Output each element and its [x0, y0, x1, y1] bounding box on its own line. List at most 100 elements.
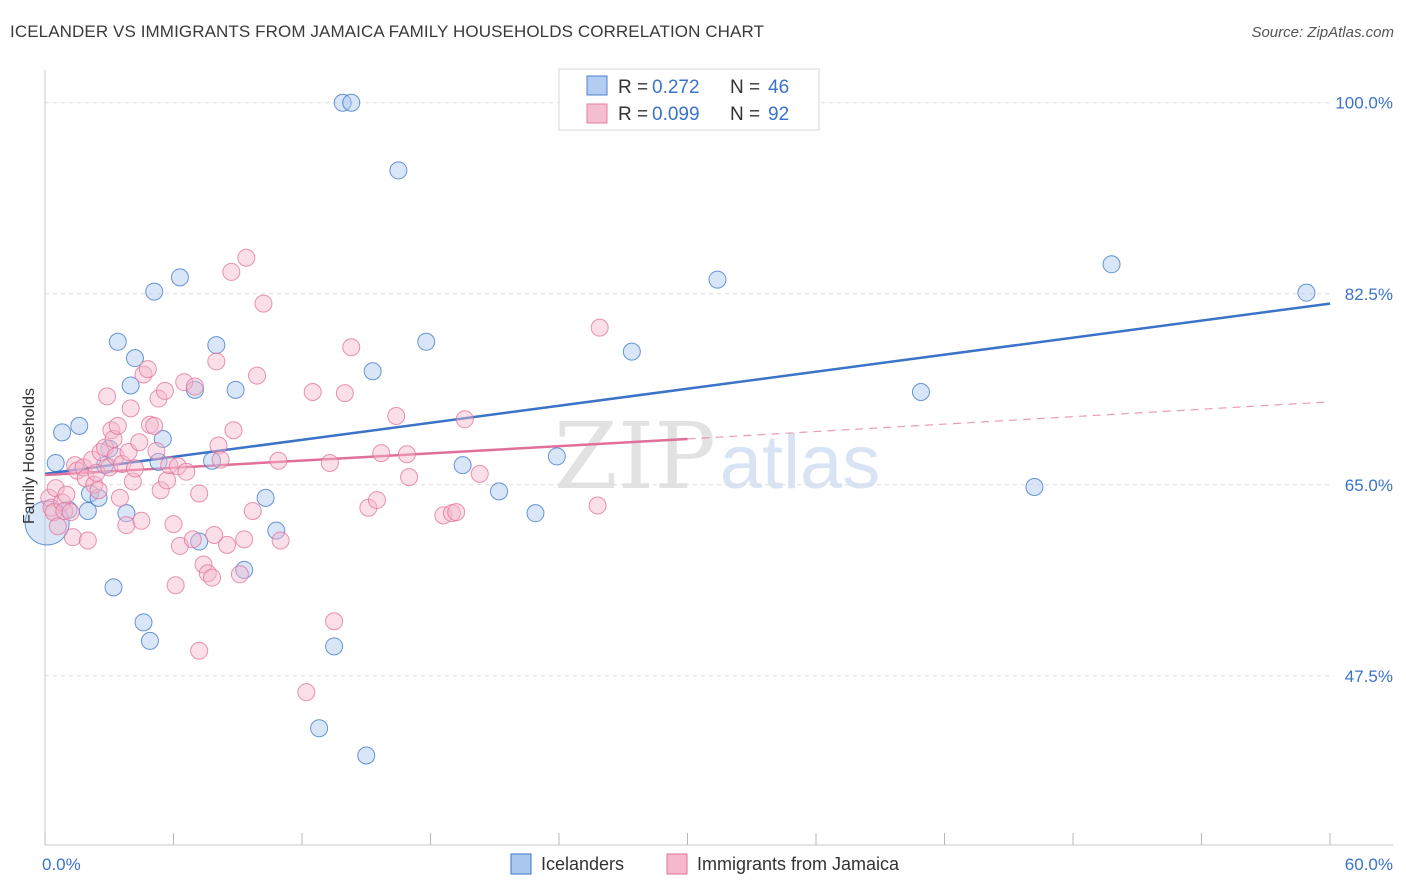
- point-jamaica: [342, 338, 361, 357]
- legend-n-value: 92: [768, 104, 789, 125]
- point-jamaica: [132, 511, 151, 530]
- point-jamaica: [224, 421, 243, 440]
- point-icelanders: [1297, 283, 1316, 302]
- x-tick-label: 0.0%: [42, 855, 81, 874]
- legend-r-label: R =: [618, 104, 648, 125]
- point-jamaica: [325, 612, 344, 631]
- point-jamaica: [61, 503, 80, 522]
- point-jamaica: [190, 641, 209, 660]
- point-jamaica: [297, 683, 316, 702]
- point-jamaica: [248, 366, 267, 385]
- point-jamaica: [230, 565, 249, 584]
- point-icelanders: [342, 93, 361, 112]
- point-jamaica: [397, 445, 416, 464]
- y-tick-label: 65.0%: [1345, 476, 1393, 495]
- point-jamaica: [147, 441, 166, 460]
- point-jamaica: [155, 381, 174, 400]
- legend-swatch-icelanders: [586, 75, 608, 96]
- point-icelanders: [149, 452, 168, 471]
- data-points: [24, 93, 1316, 765]
- point-jamaica: [271, 531, 290, 550]
- point-jamaica: [164, 515, 183, 534]
- point-jamaica: [98, 387, 117, 406]
- point-jamaica: [243, 501, 262, 520]
- point-icelanders: [490, 482, 509, 501]
- legend-r-label: R =: [618, 77, 648, 98]
- point-icelanders: [140, 631, 159, 650]
- point-jamaica: [455, 410, 474, 429]
- point-jamaica: [117, 516, 136, 535]
- point-icelanders: [46, 453, 65, 472]
- point-jamaica: [177, 462, 196, 481]
- series-swatch-icelanders: [510, 853, 532, 875]
- legend-r-value: 0.099: [652, 104, 700, 125]
- point-jamaica: [400, 468, 419, 487]
- point-jamaica: [121, 399, 140, 418]
- point-jamaica: [138, 360, 157, 379]
- point-jamaica: [130, 433, 149, 452]
- point-jamaica: [190, 484, 209, 503]
- watermark: ZIP atlas: [554, 403, 880, 510]
- point-jamaica: [145, 416, 164, 435]
- point-icelanders: [134, 613, 153, 632]
- point-icelanders: [108, 332, 127, 351]
- point-icelanders: [70, 416, 89, 435]
- point-jamaica: [588, 496, 607, 515]
- point-jamaica: [110, 488, 129, 507]
- point-icelanders: [357, 746, 376, 765]
- point-jamaica: [218, 535, 237, 554]
- point-icelanders: [708, 270, 727, 289]
- point-jamaica: [166, 576, 185, 595]
- y-axis-label: Family Households: [21, 388, 38, 524]
- point-icelanders: [170, 268, 189, 287]
- series-label-jamaica: Immigrants from Jamaica: [697, 854, 900, 874]
- point-icelanders: [145, 282, 164, 301]
- trend-line-jamaica-extension: [687, 401, 1331, 440]
- point-jamaica: [470, 464, 489, 483]
- point-jamaica: [57, 485, 76, 504]
- point-jamaica: [590, 318, 609, 337]
- point-icelanders: [547, 447, 566, 466]
- x-tick-labels: 0.0% 60.0%: [42, 855, 1393, 874]
- point-jamaica: [254, 294, 273, 313]
- point-icelanders: [190, 532, 209, 551]
- point-jamaica: [185, 377, 204, 396]
- legend-swatch-jamaica: [586, 103, 608, 124]
- point-jamaica: [158, 471, 177, 490]
- y-tick-labels: 100.0% 82.5% 65.0% 47.5%: [1335, 94, 1393, 686]
- point-jamaica: [303, 383, 322, 402]
- y-tick-label: 47.5%: [1345, 667, 1393, 686]
- series-label-icelanders: Icelanders: [541, 854, 624, 874]
- series-swatch-jamaica: [666, 853, 688, 875]
- point-jamaica: [149, 389, 168, 408]
- stats-legend: R = 0.272 N = 46 R = 0.099 N = 92: [558, 68, 820, 131]
- point-jamaica: [151, 481, 170, 500]
- point-icelanders: [1025, 477, 1044, 496]
- point-jamaica: [203, 568, 222, 587]
- point-jamaica: [168, 457, 187, 476]
- point-jamaica: [269, 451, 288, 470]
- watermark-atlas: atlas: [720, 420, 881, 505]
- chart-title: ICELANDER VS IMMIGRANTS FROM JAMAICA FAM…: [10, 22, 765, 41]
- y-tick-label: 100.0%: [1335, 94, 1393, 113]
- legend-r-value: 0.272: [652, 77, 700, 98]
- point-icelanders: [363, 362, 382, 381]
- point-jamaica: [447, 503, 466, 522]
- point-icelanders: [1102, 255, 1121, 274]
- point-jamaica: [320, 453, 339, 472]
- point-jamaica: [89, 481, 108, 500]
- point-jamaica: [235, 530, 254, 549]
- point-jamaica: [387, 407, 406, 426]
- legend-n-label: N =: [730, 104, 760, 125]
- y-tick-label: 82.5%: [1345, 285, 1393, 304]
- point-jamaica: [367, 491, 386, 510]
- point-icelanders: [310, 719, 329, 738]
- point-icelanders: [622, 342, 641, 361]
- legend-n-label: N =: [730, 77, 760, 98]
- point-icelanders: [256, 488, 275, 507]
- point-icelanders: [526, 504, 545, 523]
- point-jamaica: [222, 262, 241, 281]
- point-icelanders: [267, 521, 286, 540]
- point-icelanders: [207, 336, 226, 355]
